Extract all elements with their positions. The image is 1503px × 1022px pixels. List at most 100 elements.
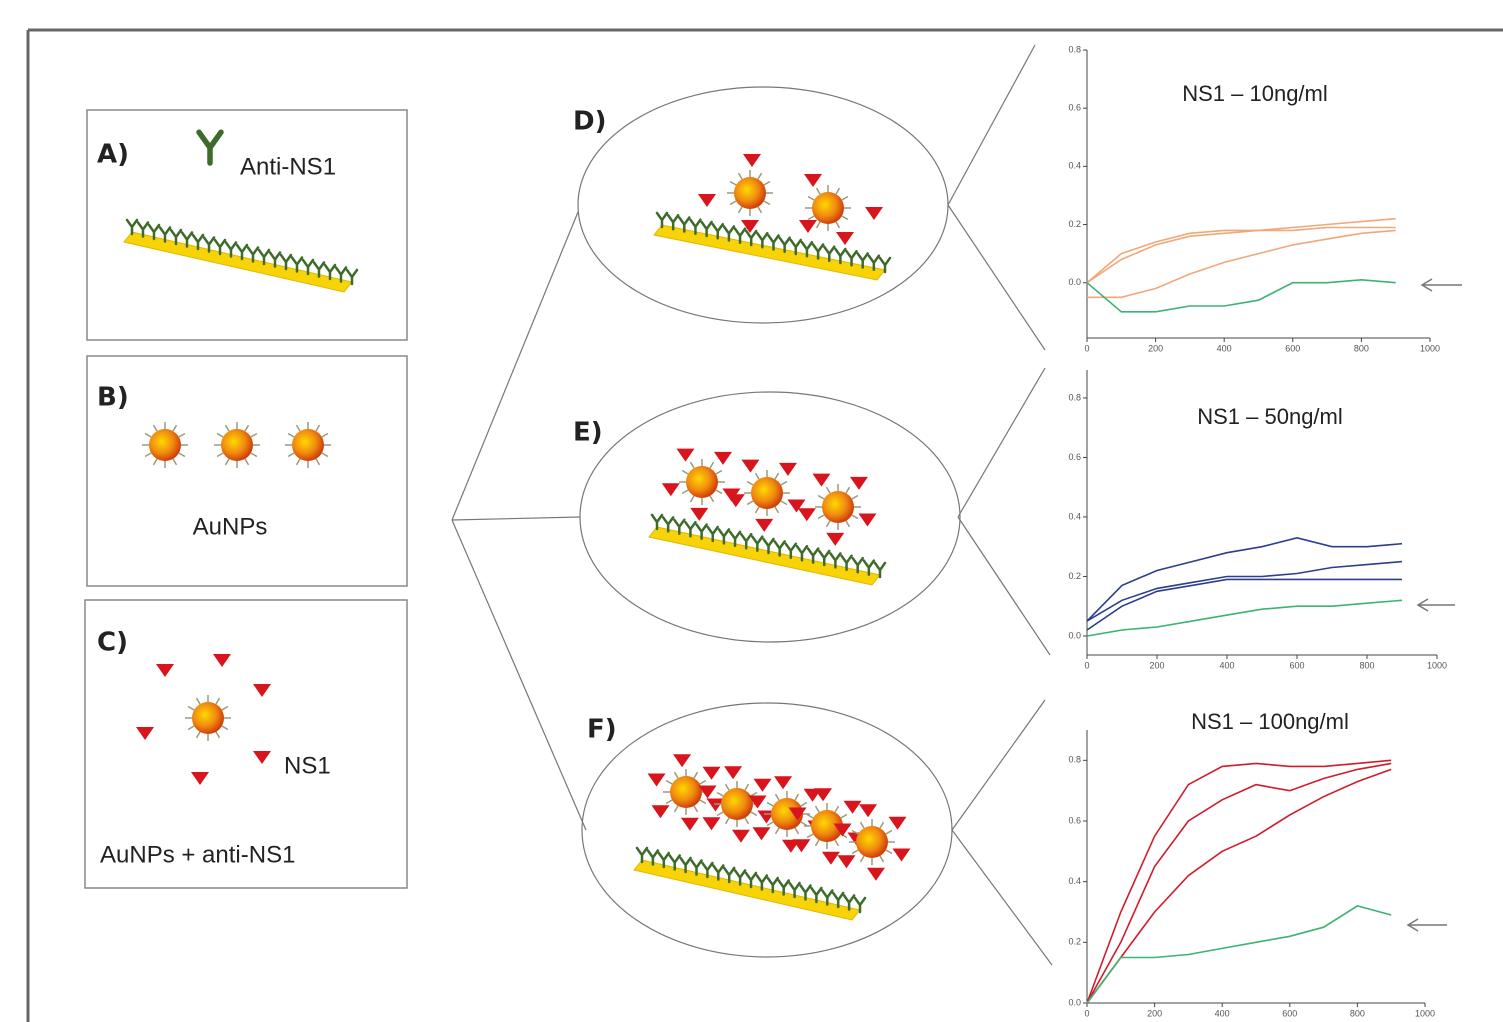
antibody [657, 851, 671, 869]
ligand [724, 783, 730, 791]
ns1-antigen [680, 817, 699, 831]
series-line [1086, 217, 1396, 284]
legend-text: NS1 [284, 752, 331, 779]
ligand [693, 805, 699, 813]
ns1-antigen [156, 664, 174, 677]
ligand [885, 849, 893, 855]
ligand [754, 506, 760, 514]
ligand [315, 458, 321, 466]
ligand [187, 725, 195, 731]
x-tick-label: 600 [1289, 660, 1304, 670]
antibody [224, 241, 238, 258]
antibody [717, 528, 731, 545]
connectors [451, 44, 1053, 966]
panel-box [86, 109, 408, 341]
ligand [807, 195, 815, 201]
y-tick-label: 0.0 [1068, 997, 1081, 1007]
ligand [321, 452, 329, 458]
ns1-antigen [836, 232, 854, 245]
ligand [744, 783, 750, 791]
ligand [744, 817, 750, 825]
ligand [321, 432, 329, 438]
ligand [825, 520, 831, 528]
legend-text: Anti-NS1 [240, 153, 336, 180]
ligand [885, 829, 893, 835]
antibody [744, 871, 758, 889]
nanoparticle [856, 826, 888, 858]
ligand [766, 801, 774, 807]
ns1-antigen [804, 174, 822, 187]
ligand [807, 215, 815, 221]
antibody [678, 216, 691, 233]
ligand [709, 495, 715, 503]
series-line [1086, 905, 1392, 1004]
ns1-antigen [778, 462, 797, 476]
ns1-antigen [647, 773, 666, 787]
series-line [1086, 768, 1392, 1004]
ligand [750, 811, 758, 817]
ns1-antigen [812, 473, 831, 487]
antibody [136, 221, 150, 238]
ligand [665, 779, 673, 785]
antibody [706, 525, 719, 543]
antibody [722, 225, 736, 242]
ns1-antigen [858, 513, 877, 527]
nanoparticle [811, 810, 843, 842]
ligand [845, 520, 851, 528]
ligand [665, 799, 673, 805]
antibody [867, 254, 881, 271]
ligand [715, 469, 723, 475]
ligand [835, 221, 841, 229]
ligand [716, 811, 724, 817]
ligand [699, 799, 707, 805]
antibody [712, 864, 725, 881]
nanoparticle [771, 798, 803, 830]
ligand [287, 452, 295, 458]
x-tick-label: 0 [1084, 1008, 1089, 1018]
ns1-antigen [814, 788, 833, 802]
antibody [257, 248, 271, 266]
y-tick-label: 0.6 [1068, 452, 1081, 462]
ligand [851, 514, 859, 520]
antibody [755, 874, 769, 891]
ligand [250, 452, 258, 458]
x-tick-label: 800 [1359, 660, 1374, 670]
nanoparticle [149, 429, 181, 461]
y-tick-label: 0.4 [1068, 161, 1081, 171]
antibody [701, 861, 714, 879]
ligand [817, 514, 825, 520]
ns1-antigen [755, 518, 774, 532]
antibody [831, 891, 845, 909]
antibody [279, 253, 293, 271]
chart: 0.0 0.2 0.4 0.6 0.8 0 200 400 600 800 1000 NS1 – 10… [1068, 709, 1435, 1019]
ns1-antigen [774, 776, 793, 790]
ns1-antigen [698, 194, 716, 207]
antibody [829, 552, 842, 569]
series-line [1086, 226, 1396, 284]
nanoparticle [670, 776, 702, 808]
antibody [789, 238, 803, 256]
ligand [144, 452, 152, 458]
chart-title: NS1 – 10ng/ml [1182, 81, 1328, 106]
antibody [767, 234, 780, 251]
illustrations [123, 129, 911, 921]
ligand [835, 187, 841, 195]
ns1-antigen [892, 848, 911, 862]
ligand [729, 180, 737, 186]
antibody [862, 559, 876, 576]
ligand [724, 817, 730, 825]
ligand [178, 452, 186, 458]
x-tick-label: 1000 [1427, 660, 1447, 670]
ns1-antigen [191, 772, 209, 785]
antibody [834, 247, 847, 265]
panel-box [84, 599, 408, 889]
antibody [147, 223, 161, 241]
ligand [859, 855, 865, 863]
ns1-antigen [748, 795, 767, 809]
antibody [323, 263, 337, 281]
ligand [737, 172, 743, 180]
antibody [301, 258, 315, 276]
zoom-label: D) [573, 107, 606, 137]
ligand [673, 805, 679, 813]
